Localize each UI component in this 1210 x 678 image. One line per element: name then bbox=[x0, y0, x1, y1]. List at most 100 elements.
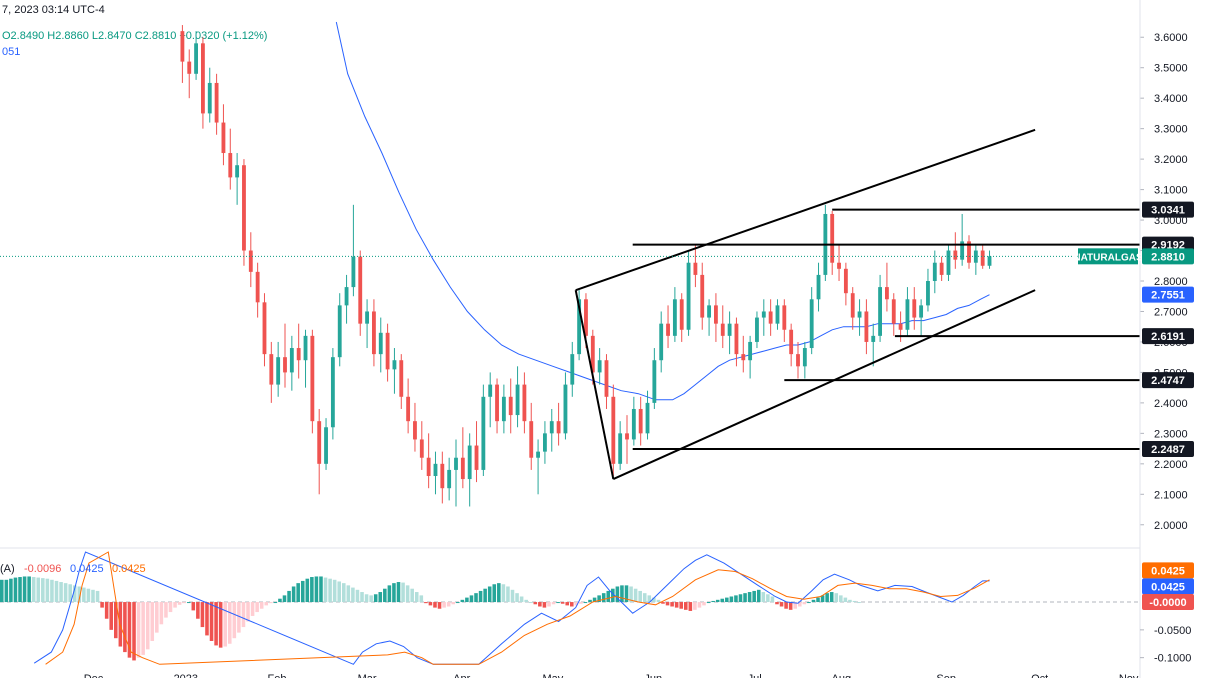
macd-hist-bar bbox=[661, 602, 665, 604]
macd-hist-bar bbox=[223, 602, 227, 647]
candle-body bbox=[816, 274, 821, 300]
macd-tick-label: -0.0500 bbox=[1154, 625, 1191, 637]
macd-hist-bar bbox=[123, 602, 127, 653]
level-label: 2.2487 bbox=[1151, 444, 1185, 456]
time-tick-label: 2023 bbox=[174, 673, 198, 678]
candle-body bbox=[549, 421, 554, 434]
candle-body bbox=[891, 299, 896, 324]
macd-legend-signal: 0.0425 bbox=[112, 563, 146, 575]
macd-hist-bar bbox=[597, 595, 601, 603]
macd-hist-bar bbox=[86, 588, 91, 603]
macd-hist-bar bbox=[711, 600, 715, 603]
macd-hist-bar bbox=[729, 596, 734, 603]
candles bbox=[180, 25, 992, 507]
macd-legend-prefix: (A) bbox=[0, 563, 15, 575]
macd-hist-bar bbox=[155, 602, 159, 633]
macd-hist-bar bbox=[857, 602, 861, 604]
candle-body bbox=[898, 323, 903, 330]
candle-body bbox=[932, 262, 937, 281]
candle-body bbox=[474, 445, 479, 470]
macd-hist-bar bbox=[702, 602, 706, 606]
macd-hist-bar bbox=[114, 602, 118, 639]
macd-hist-bar bbox=[442, 602, 446, 608]
macd-hist-bar bbox=[63, 583, 68, 603]
level-label: 2.4747 bbox=[1151, 375, 1185, 387]
macd-hist-bar bbox=[132, 602, 136, 661]
macd-hist-bar bbox=[519, 596, 524, 603]
candle-body bbox=[235, 165, 240, 178]
candle-body bbox=[611, 396, 616, 464]
candle-body bbox=[501, 396, 506, 422]
macd-hist-bar bbox=[560, 602, 565, 604]
price-tick-label: 2.8000 bbox=[1154, 276, 1188, 288]
macd-hist-bar bbox=[556, 602, 560, 604]
macd-hist-bar bbox=[652, 597, 656, 603]
macd-hist-bar bbox=[36, 577, 41, 603]
macd-hist-bar bbox=[31, 577, 36, 603]
macd-hist-bar bbox=[177, 602, 182, 605]
macd-hist-bar bbox=[629, 586, 633, 603]
macd-hist-bar bbox=[68, 584, 72, 603]
macd-signal-line bbox=[45, 551, 990, 665]
macd-hist-bar bbox=[510, 589, 515, 603]
macd-hist-bar bbox=[250, 602, 255, 616]
candle-body bbox=[885, 287, 889, 300]
macd-hist-bar bbox=[22, 576, 27, 603]
macd-hist-bar bbox=[9, 578, 13, 603]
macd-hist-bar bbox=[419, 595, 424, 603]
macd-hist-bar bbox=[168, 602, 173, 613]
price-tick-label: 3.1000 bbox=[1154, 185, 1188, 197]
candle-body bbox=[187, 61, 192, 74]
candle-body bbox=[850, 293, 855, 318]
macd-hist-bar bbox=[424, 602, 428, 604]
macd-value: 0.0425 bbox=[1151, 581, 1185, 593]
level-label-bg bbox=[1142, 372, 1194, 389]
candle-body bbox=[693, 262, 698, 275]
candle-body bbox=[919, 305, 924, 318]
macd-signal-value: 0.0425 bbox=[1151, 565, 1185, 577]
macd-hist-bar bbox=[364, 594, 369, 603]
level-label-bg bbox=[1142, 328, 1194, 345]
trend-line bbox=[575, 128, 1036, 292]
candle-body bbox=[912, 299, 917, 318]
macd-hist-bar bbox=[150, 602, 155, 641]
macd-hist-bar bbox=[761, 592, 766, 603]
macd-hist-bar bbox=[766, 594, 770, 603]
candle-body bbox=[878, 287, 882, 336]
macd-hist-bar bbox=[196, 602, 200, 619]
candle-body bbox=[372, 311, 376, 355]
macd-hist-bar bbox=[100, 602, 104, 608]
candle-body bbox=[522, 384, 527, 422]
macd-hist-bar bbox=[725, 597, 729, 603]
trend-channel-lines bbox=[574, 128, 1036, 480]
macd-hist-bar bbox=[528, 602, 533, 604]
candle-body bbox=[926, 281, 930, 306]
candle-body bbox=[625, 433, 629, 440]
macd-hist-bar bbox=[378, 592, 383, 603]
macd-hist-bar bbox=[291, 586, 296, 603]
candle-body bbox=[761, 311, 766, 318]
candle-body bbox=[604, 360, 609, 397]
macd-hist-bar bbox=[478, 590, 483, 603]
macd-hist-bar bbox=[565, 602, 569, 606]
price-tick-label: 3.5000 bbox=[1154, 63, 1188, 75]
candle-body bbox=[597, 360, 602, 373]
time-tick-label: Mar bbox=[358, 673, 377, 678]
price-axis[interactable]: 3.6000 3.5000 3.4000 3.3000 3.2000 3.1000 3.00… bbox=[1139, 0, 1191, 678]
macd-hist-bar bbox=[405, 585, 410, 603]
macd-hist-bar bbox=[743, 593, 747, 603]
macd-hist-bar bbox=[601, 593, 606, 603]
candle-body bbox=[584, 299, 588, 336]
candle-body bbox=[454, 457, 458, 470]
candle-body bbox=[508, 396, 513, 416]
price-tick-label: 2.0000 bbox=[1154, 520, 1188, 532]
time-tick-label: Jun bbox=[644, 673, 662, 678]
candle-body bbox=[837, 262, 841, 269]
macd-hist-bar bbox=[332, 579, 337, 603]
candle-body bbox=[248, 250, 253, 272]
candle-body bbox=[987, 256, 992, 266]
time-axis[interactable]: Dec 2023 Feb Mar Apr May Jun Jul Aug Sep Oct Nov bbox=[84, 673, 1139, 678]
macd-hist-bar bbox=[346, 585, 351, 603]
price-tick-label: 3.2000 bbox=[1154, 154, 1188, 166]
